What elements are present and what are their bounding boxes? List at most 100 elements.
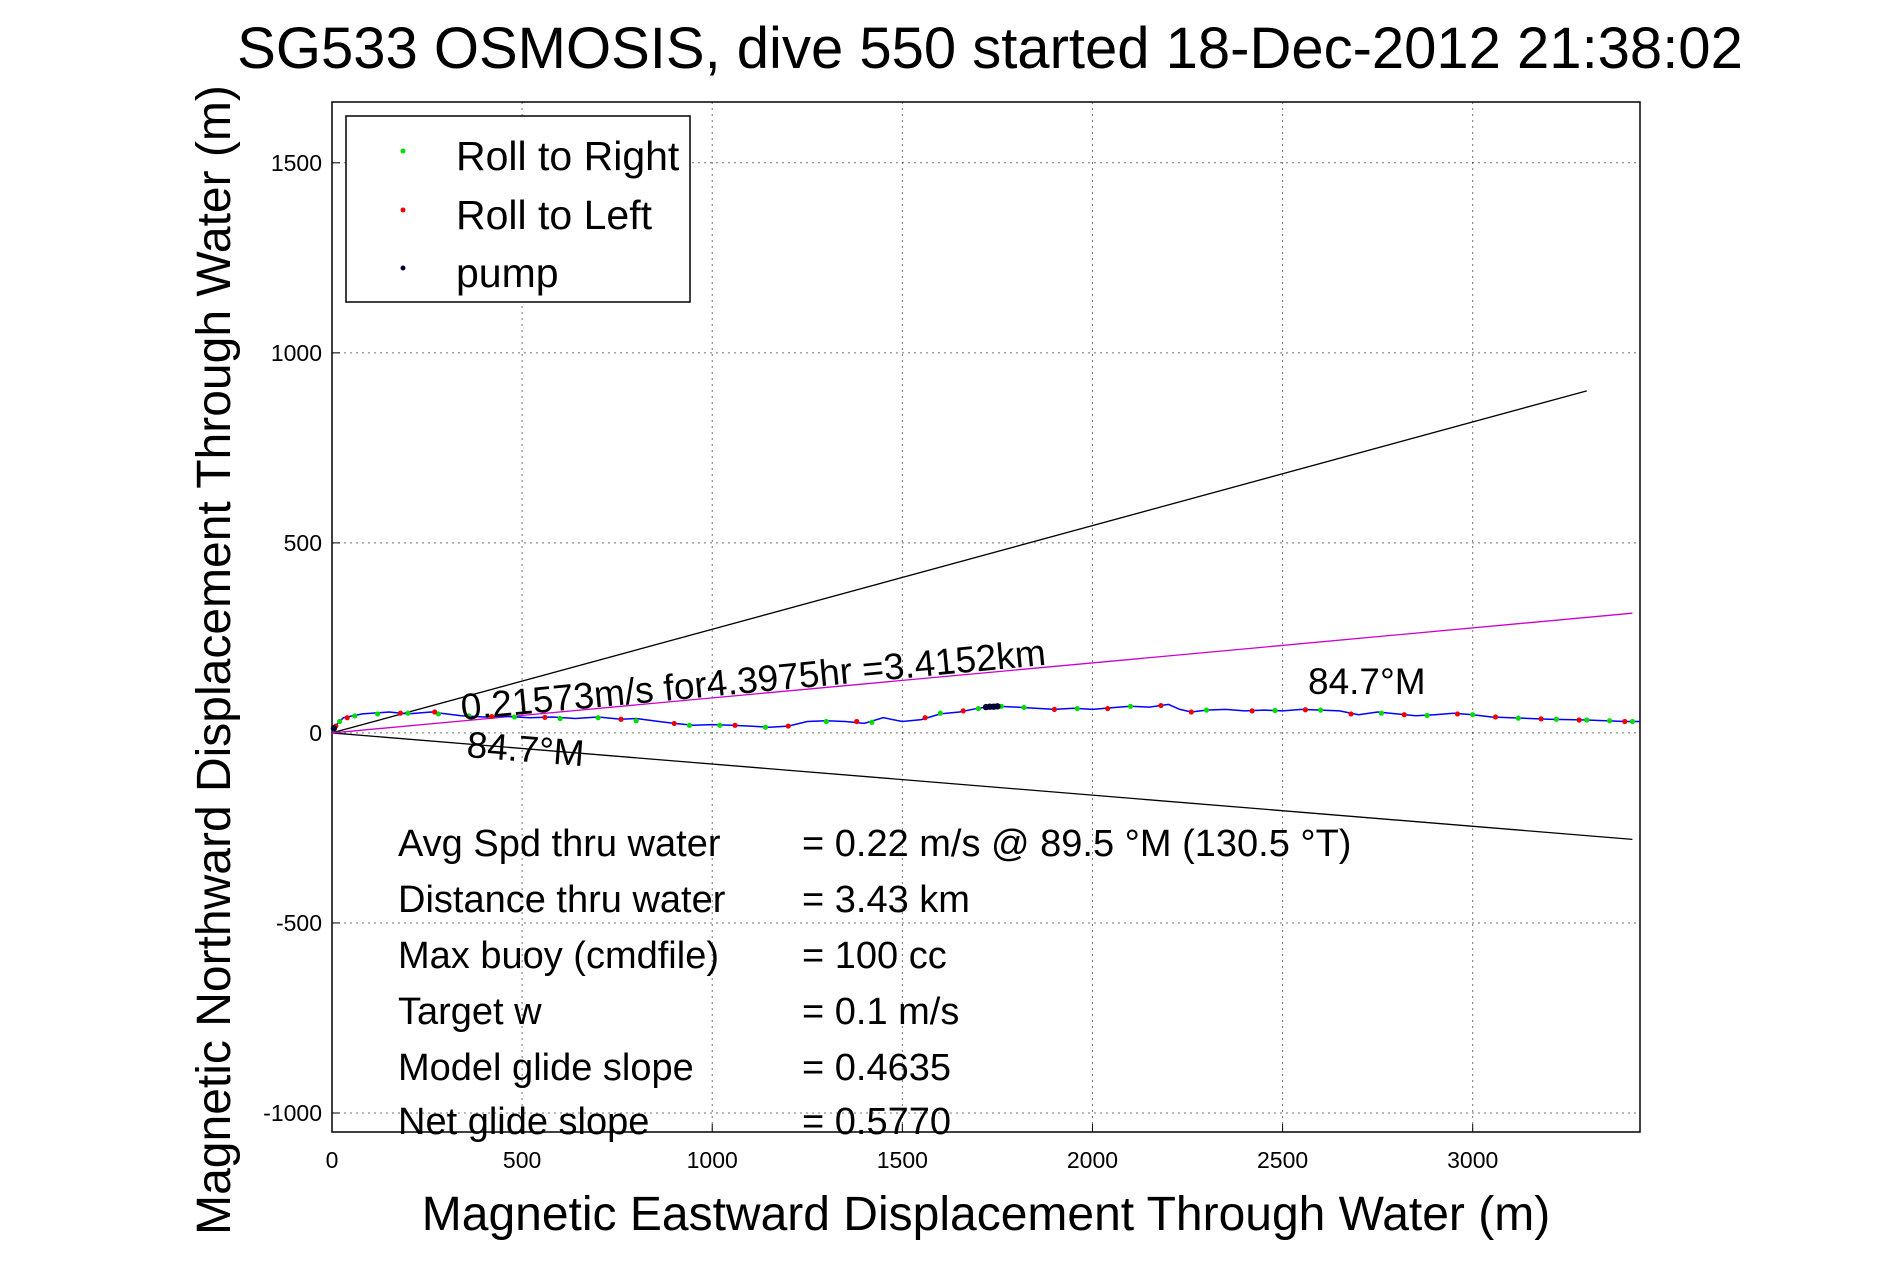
chart-title: SG533 OSMOSIS, dive 550 started 18-Dec-2… bbox=[237, 16, 1743, 81]
roll-left-point bbox=[922, 715, 928, 721]
roll-left-point bbox=[1158, 702, 1164, 709]
pump-point bbox=[330, 725, 338, 732]
heading-annotation-lower: 84.7°M bbox=[465, 724, 585, 774]
plot-area-border bbox=[331, 101, 1641, 1133]
roll-left-point bbox=[1188, 709, 1194, 715]
stat-value-avg-speed: = 0.22 m/s @ 89.5 °M (130.5 °T) bbox=[802, 823, 1351, 865]
x-tick-label: 2000 bbox=[1067, 1147, 1118, 1173]
roll-right-point bbox=[1021, 704, 1027, 711]
roll-right-point bbox=[823, 718, 829, 725]
x-tick-label: 1500 bbox=[877, 1147, 928, 1173]
roll-left-point bbox=[344, 715, 350, 721]
roll-right-point bbox=[1629, 718, 1635, 725]
roll-right-point bbox=[1203, 707, 1210, 713]
x-tick-label: 3000 bbox=[1447, 1147, 1498, 1173]
y-tick-label: 1000 bbox=[271, 340, 322, 366]
x-axis-label: Magnetic Eastward Displacement Through W… bbox=[422, 1188, 1550, 1241]
roll-left-point bbox=[1454, 711, 1461, 717]
roll-left-point bbox=[618, 716, 624, 722]
stats-block: Avg Spd thru water = 0.22 m/s @ 89.5 °M … bbox=[398, 823, 1351, 1143]
heading-line bbox=[331, 732, 1633, 840]
roll-right-point bbox=[557, 715, 563, 722]
roll-right-point bbox=[975, 705, 981, 712]
stat-value-net-glide: = 0.5770 bbox=[802, 1101, 951, 1143]
roll-right-point bbox=[511, 714, 518, 720]
stat-value-max-buoy: = 100 cc bbox=[802, 935, 947, 977]
legend-label-pump: pump bbox=[456, 250, 559, 296]
legend-marker-roll-right bbox=[400, 148, 406, 154]
tick-labels: 0 500 1000 1500 2000 2500 3000 -1000 -500 0 500 100… bbox=[263, 150, 1498, 1173]
legend-label-roll-left: Roll to Left bbox=[456, 192, 653, 238]
x-tick-label: 0 bbox=[326, 1147, 339, 1173]
roll-right-point bbox=[405, 710, 411, 716]
roll-left-point bbox=[960, 708, 966, 714]
roll-left-point bbox=[671, 720, 677, 727]
stat-value-distance: = 3.43 km bbox=[802, 879, 970, 921]
roll-right-point bbox=[1470, 712, 1476, 718]
legend-label-roll-right: Roll to Right bbox=[456, 133, 680, 179]
y-axis-label: Magnetic Northward Displacement Through … bbox=[188, 85, 241, 1235]
roll-right-point bbox=[1272, 707, 1278, 714]
y-tick-label: -1000 bbox=[263, 1100, 322, 1126]
roll-right-point bbox=[1378, 710, 1385, 716]
roll-right-point bbox=[375, 711, 381, 717]
roll-right-point bbox=[1424, 712, 1430, 719]
roll-left-point bbox=[1492, 714, 1499, 720]
y-tick-label: 1500 bbox=[271, 150, 322, 176]
roll-right-point bbox=[937, 710, 943, 716]
roll-right-point bbox=[1553, 716, 1559, 722]
roll-left-point bbox=[432, 709, 438, 715]
roll-left-point bbox=[1051, 706, 1058, 712]
roll-right-point bbox=[1606, 718, 1613, 724]
roll-left-point bbox=[1348, 711, 1354, 717]
heading-line bbox=[331, 612, 1633, 734]
x-tick-label: 500 bbox=[503, 1147, 541, 1173]
heading-annotation-upper: 84.7°M bbox=[1308, 661, 1426, 702]
pump-point bbox=[994, 703, 1001, 710]
roll-right-point bbox=[337, 718, 343, 725]
roll-right-point bbox=[1127, 703, 1134, 709]
legend: Roll to Right Roll to Left pump bbox=[345, 115, 691, 303]
roll-right-point bbox=[1318, 707, 1324, 713]
roll-left-point bbox=[854, 718, 860, 725]
roll-right-point bbox=[1515, 715, 1521, 721]
legend-marker-pump bbox=[400, 265, 406, 271]
stat-label-avg-speed: Avg Spd thru water bbox=[398, 823, 721, 865]
x-tick-label: 2500 bbox=[1257, 1147, 1308, 1173]
stat-label-max-buoy: Max buoy (cmdfile) bbox=[398, 935, 719, 977]
roll-markers bbox=[330, 702, 1635, 732]
roll-left-point bbox=[785, 723, 791, 729]
roll-left-point bbox=[1622, 718, 1628, 725]
y-tick-label: 0 bbox=[309, 720, 322, 746]
roll-left-point bbox=[542, 714, 548, 720]
stat-value-target-w: = 0.1 m/s bbox=[802, 991, 959, 1033]
roll-left-point bbox=[732, 722, 738, 728]
stat-label-model-glide: Model glide slope bbox=[398, 1047, 694, 1089]
roll-right-point bbox=[466, 713, 472, 719]
legend-box bbox=[345, 115, 691, 303]
roll-left-point bbox=[1249, 708, 1255, 714]
y-tick-label: -500 bbox=[276, 910, 322, 936]
roll-right-point bbox=[1584, 717, 1590, 723]
x-tick-label: 1000 bbox=[687, 1147, 738, 1173]
heading-lines bbox=[331, 390, 1633, 840]
roll-right-point bbox=[869, 719, 875, 725]
roll-left-point bbox=[1401, 712, 1407, 718]
roll-left-point bbox=[397, 710, 404, 716]
stat-label-net-glide: Net glide slope bbox=[398, 1101, 649, 1143]
roll-left-point bbox=[1538, 716, 1544, 722]
legend-marker-roll-left bbox=[400, 207, 406, 213]
speed-annotation: 0.21573m/s for4.3975hr =3.4152km bbox=[459, 632, 1048, 728]
stat-label-target-w: Target w bbox=[398, 991, 542, 1033]
roll-right-point bbox=[352, 713, 358, 719]
roll-left-point bbox=[1576, 717, 1582, 723]
y-tick-label: 500 bbox=[284, 530, 322, 556]
heading-line bbox=[331, 390, 1587, 734]
stat-value-model-glide: = 0.4635 bbox=[802, 1047, 951, 1089]
roll-left-point bbox=[489, 713, 495, 720]
roll-right-point bbox=[717, 722, 723, 728]
roll-left-point bbox=[1105, 705, 1111, 712]
roll-right-point bbox=[633, 718, 639, 724]
roll-right-point bbox=[1074, 705, 1080, 712]
